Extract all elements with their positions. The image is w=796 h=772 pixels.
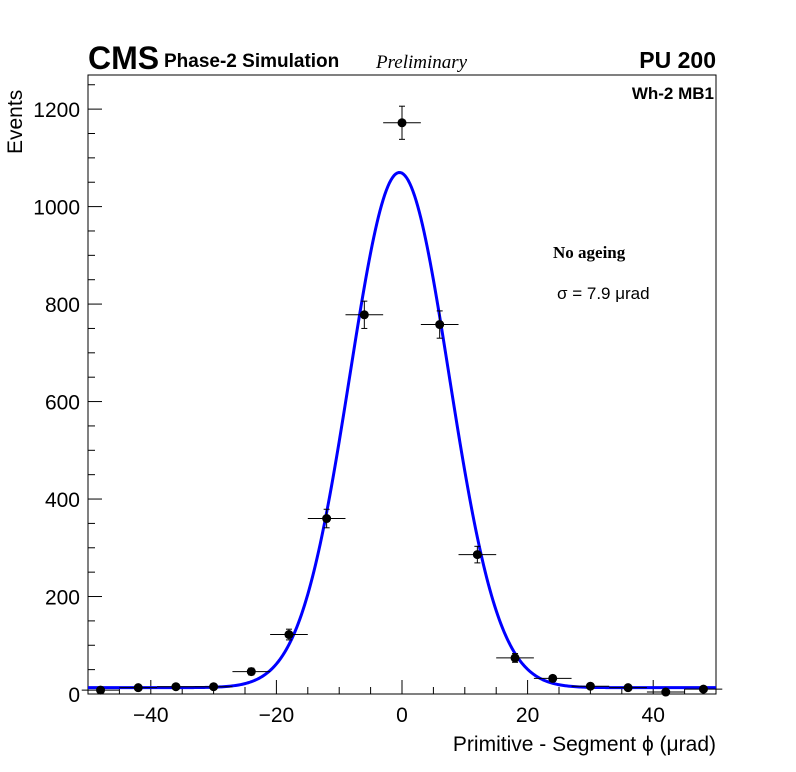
data-marker (284, 630, 294, 640)
data-point (420, 310, 459, 339)
data-point (571, 681, 610, 691)
data-point (609, 683, 647, 693)
x-axis-title: Primitive - Segment ϕ (μrad) (452, 733, 716, 756)
x-tick-label: −20 (259, 704, 295, 727)
data-marker (585, 681, 595, 691)
data-marker (661, 687, 671, 697)
data-point (458, 545, 497, 564)
data-point (646, 687, 685, 697)
data-marker (359, 310, 369, 320)
data-marker (246, 667, 256, 677)
experiment-label: CMS (88, 40, 160, 76)
data-point (496, 653, 534, 663)
data-marker (510, 653, 520, 663)
data-marker (133, 683, 143, 693)
resolution-label: σ = 7.9 μrad (557, 284, 650, 303)
data-point (194, 682, 233, 692)
data-points-group (81, 105, 723, 697)
simulation-label: Phase-2 Simulation (164, 51, 340, 72)
data-marker (623, 683, 633, 693)
plot-frame (87, 74, 717, 695)
x-tick-label: −40 (133, 704, 169, 727)
x-tick-label: 40 (642, 704, 665, 727)
data-point (81, 685, 120, 695)
y-tick-label: 800 (45, 294, 80, 317)
y-tick-label: 400 (45, 489, 80, 512)
preliminary-label: Preliminary (376, 52, 468, 73)
chamber-label: Wh-2 MB1 (631, 84, 714, 103)
data-marker (397, 118, 407, 128)
data-marker (96, 685, 106, 695)
data-marker (698, 684, 708, 694)
x-tick-label: 20 (516, 704, 539, 727)
data-point (684, 684, 723, 694)
data-point (533, 673, 572, 683)
data-marker (209, 682, 219, 692)
y-axis-title: Events (4, 89, 27, 154)
ageing-label: No ageing (553, 243, 626, 262)
data-point (345, 300, 384, 329)
data-point (270, 628, 308, 641)
data-point (119, 683, 158, 693)
data-point (232, 667, 271, 677)
y-tick-label: 1200 (33, 99, 80, 122)
data-marker (435, 320, 445, 330)
y-tick-label: 1000 (33, 197, 80, 220)
data-point (383, 105, 421, 140)
y-tick-label: 600 (45, 392, 80, 415)
data-marker (171, 682, 181, 692)
x-tick-label: 0 (396, 704, 408, 727)
data-point (157, 682, 195, 692)
data-marker (322, 514, 332, 524)
y-tick-label: 0 (68, 684, 80, 707)
y-tick-label: 200 (45, 587, 80, 610)
data-marker (548, 673, 558, 683)
data-point (307, 508, 346, 529)
data-marker (472, 550, 482, 560)
pileup-label: PU 200 (639, 47, 716, 73)
